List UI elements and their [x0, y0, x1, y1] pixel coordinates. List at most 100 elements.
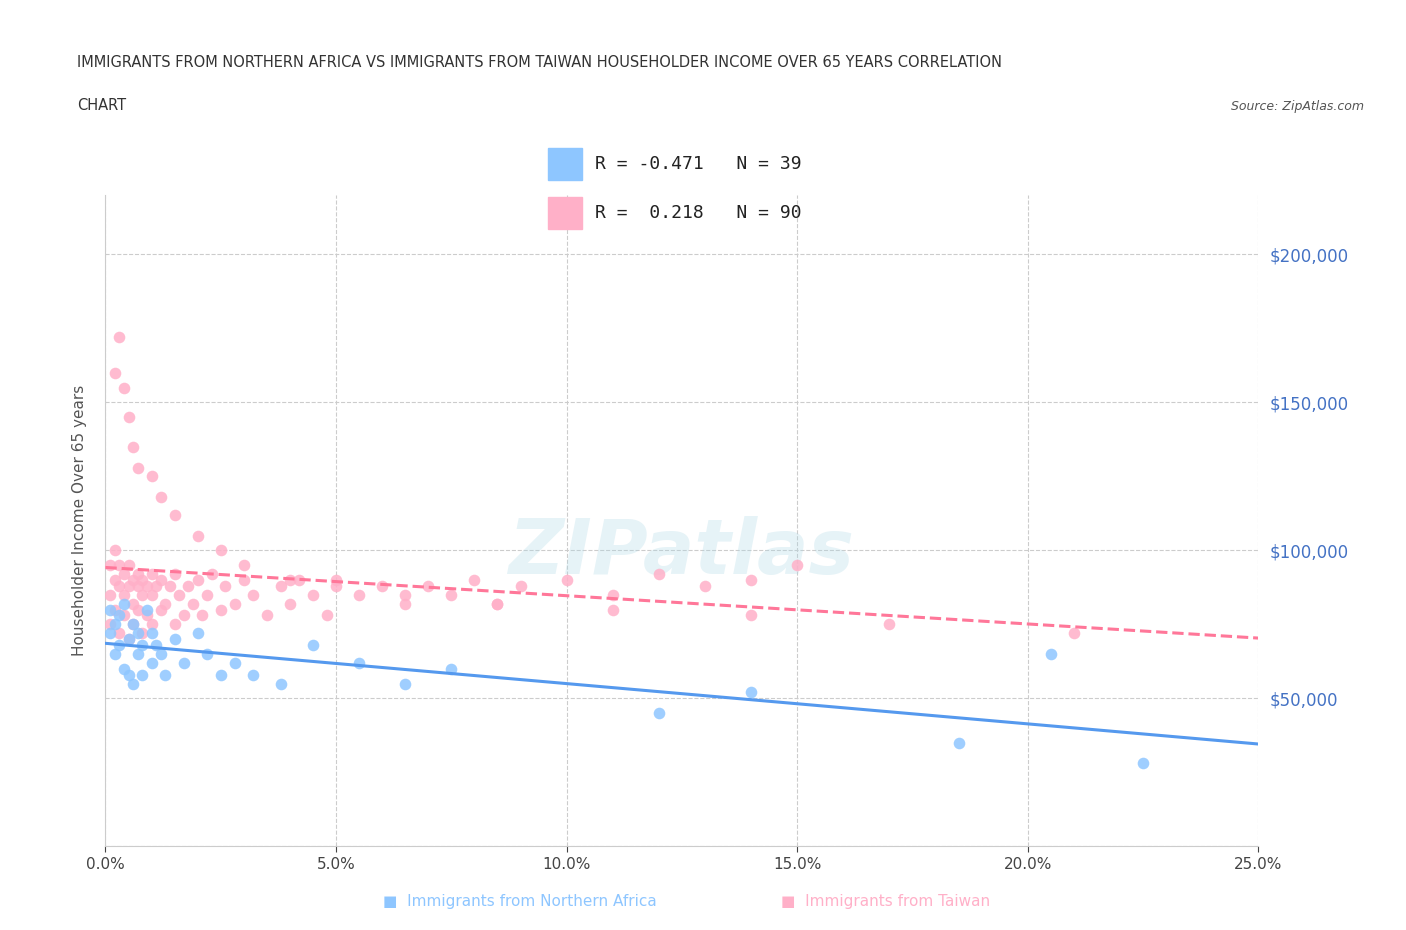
Point [418, 578, 440, 593]
Point [209, 543, 232, 558]
Point [108, 638, 131, 653]
Bar [548, 148, 582, 179]
Point [195, 646, 218, 661]
Point [141, 626, 163, 641]
Point [104, 646, 127, 661]
Point [141, 566, 163, 581]
Text: ZIPatlas: ZIPatlas [509, 516, 855, 591]
Point [122, 617, 145, 631]
Point [256, 608, 278, 623]
Point [786, 558, 808, 573]
Point [325, 573, 347, 588]
Point [117, 667, 139, 682]
Point [108, 608, 131, 623]
Point [98, 588, 121, 603]
Point [232, 558, 254, 573]
Point [195, 588, 218, 603]
Point [270, 676, 292, 691]
Point [131, 588, 153, 603]
Point [122, 573, 145, 588]
Point [602, 602, 624, 617]
Point [127, 566, 149, 581]
Point [224, 596, 246, 611]
Point [98, 602, 121, 617]
Point [242, 588, 264, 603]
Point [177, 578, 200, 593]
Point [347, 588, 370, 603]
Point [122, 617, 145, 631]
Point [112, 596, 135, 611]
Point [173, 608, 195, 623]
Point [648, 566, 671, 581]
Point [693, 578, 716, 593]
Point [122, 596, 145, 611]
Point [141, 617, 163, 631]
Point [602, 588, 624, 603]
Point [463, 573, 485, 588]
Point [187, 626, 209, 641]
Text: R =  0.218   N = 90: R = 0.218 N = 90 [595, 204, 801, 222]
Point [209, 602, 232, 617]
Point [740, 608, 762, 623]
Point [440, 661, 463, 676]
Point [315, 608, 337, 623]
Point [159, 578, 181, 593]
Point [141, 588, 163, 603]
Text: ■  Immigrants from Taiwan: ■ Immigrants from Taiwan [782, 894, 990, 909]
Point [98, 617, 121, 631]
Point [131, 667, 153, 682]
Point [187, 573, 209, 588]
Point [112, 588, 135, 603]
Point [131, 573, 153, 588]
Point [112, 661, 135, 676]
Point [155, 596, 177, 611]
Point [108, 626, 131, 641]
Point [486, 596, 509, 611]
Point [740, 685, 762, 700]
Point [98, 626, 121, 641]
Point [108, 330, 131, 345]
Point [122, 676, 145, 691]
Point [270, 578, 292, 593]
Point [879, 617, 901, 631]
Point [232, 573, 254, 588]
Point [224, 656, 246, 671]
Text: ■  Immigrants from Northern Africa: ■ Immigrants from Northern Africa [384, 894, 657, 909]
Point [136, 578, 159, 593]
Point [181, 596, 204, 611]
Point [127, 646, 149, 661]
Point [98, 558, 121, 573]
Point [145, 638, 167, 653]
Text: Source: ZipAtlas.com: Source: ZipAtlas.com [1230, 100, 1364, 113]
Point [104, 365, 127, 380]
Point [325, 578, 347, 593]
Point [394, 596, 416, 611]
Point [167, 588, 190, 603]
Point [117, 578, 139, 593]
Point [149, 602, 172, 617]
Point [288, 573, 311, 588]
Point [149, 646, 172, 661]
Point [104, 573, 127, 588]
Point [136, 608, 159, 623]
Point [173, 656, 195, 671]
Point [394, 588, 416, 603]
Point [302, 638, 325, 653]
Point [347, 656, 370, 671]
Point [127, 460, 149, 475]
Point [1039, 646, 1062, 661]
Point [117, 410, 139, 425]
Point [112, 380, 135, 395]
Point [141, 469, 163, 484]
Point [127, 602, 149, 617]
Point [394, 676, 416, 691]
Point [214, 578, 236, 593]
Point [141, 656, 163, 671]
Point [127, 578, 149, 593]
Point [187, 528, 209, 543]
Point [302, 588, 325, 603]
Point [1132, 756, 1154, 771]
Point [163, 508, 186, 523]
Text: IMMIGRANTS FROM NORTHERN AFRICA VS IMMIGRANTS FROM TAIWAN HOUSEHOLDER INCOME OVE: IMMIGRANTS FROM NORTHERN AFRICA VS IMMIG… [77, 55, 1002, 70]
Point [131, 638, 153, 653]
